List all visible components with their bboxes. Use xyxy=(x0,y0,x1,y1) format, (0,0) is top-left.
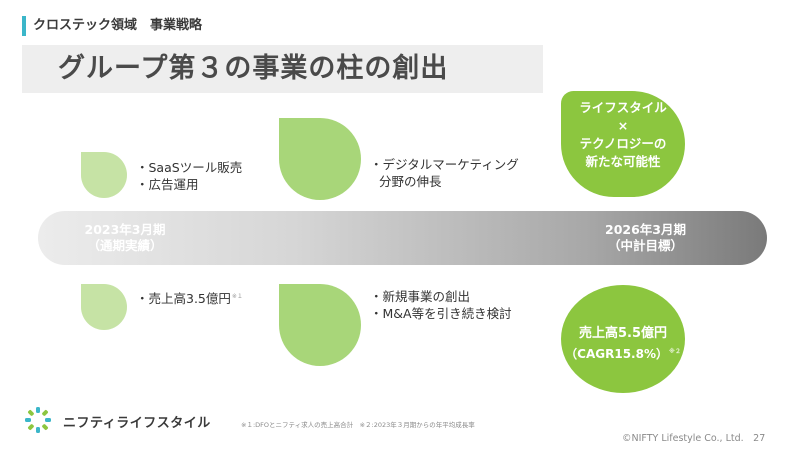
top-item-2: ・デジタルマーケティング 分野の伸長 xyxy=(370,156,519,190)
top-item-2-line-2: 分野の伸長 xyxy=(379,174,442,189)
goal-bottom-line-2: （CAGR15.8%）※２ xyxy=(561,343,685,363)
bottom-item-1: ・売上高3.5億円※１ xyxy=(136,288,243,307)
bottom-item-1-note: ※１ xyxy=(231,293,243,300)
page-title: グループ第３の事業の柱の創出 xyxy=(58,53,449,84)
goal-top-line-2: × xyxy=(617,118,629,133)
logo-text: ニフティライフスタイル xyxy=(63,416,211,431)
leaf-shape-top-small xyxy=(81,152,127,198)
top-item-1-line-1: ・SaaSツール販売 xyxy=(136,160,243,175)
goal-bottom-cagr: （CAGR15.8%） xyxy=(565,347,668,361)
bottom-item-2: ・新規事業の創出 ・M&A等を引き続き検討 xyxy=(370,288,512,322)
timeline-arrow xyxy=(38,211,767,265)
goal-circle-bottom xyxy=(561,285,685,393)
top-item-1-line-2: ・広告運用 xyxy=(136,177,199,192)
goal-top-line-4: 新たな可能性 xyxy=(585,154,661,169)
section-accent-bar xyxy=(22,16,26,36)
bottom-item-2-line-2: ・M&A等を引き続き検討 xyxy=(370,306,512,321)
timeline-start-sub: （通期実績） xyxy=(87,238,163,253)
timeline-end-year: 2026年3月期 xyxy=(605,222,686,237)
goal-bottom-note: ※２ xyxy=(668,348,681,355)
title-background xyxy=(22,45,543,93)
goal-top-line-3: テクノロジーの xyxy=(579,136,667,151)
timeline-end-sub: （中計目標） xyxy=(607,238,683,253)
nifty-logo-icon xyxy=(25,407,51,433)
top-item-1: ・SaaSツール販売 ・広告運用 xyxy=(136,159,242,193)
goal-circle-top xyxy=(561,91,685,197)
footnotes: ※１:DFOとニフティ求人の売上高合計 ※２:2023年３月期からの年平均成長率 xyxy=(241,421,475,429)
section-title: クロステック領域 事業戦略 xyxy=(33,18,203,33)
copyright-page-number: ©NIFTY Lifestyle Co., Ltd. 27 xyxy=(622,433,766,444)
leaf-shape-bottom-small xyxy=(81,284,127,330)
leaf-shape-bottom-medium xyxy=(279,284,361,366)
leaf-shape-top-medium xyxy=(279,118,361,200)
timeline-start-label: 2023年3月期 （通期実績） xyxy=(70,222,180,254)
goal-top-line-1: ライフスタイル xyxy=(579,100,667,115)
timeline-end-label: 2026年3月期 （中計目標） xyxy=(588,222,703,254)
bottom-item-2-line-1: ・新規事業の創出 xyxy=(370,289,471,304)
goal-bottom-text: 売上高5.5億円 （CAGR15.8%）※２ xyxy=(561,325,685,363)
top-item-2-line-1: ・デジタルマーケティング xyxy=(370,157,519,172)
goal-top-text: ライフスタイル × テクノロジーの 新たな可能性 xyxy=(561,99,685,171)
timeline-start-year: 2023年3月期 xyxy=(84,222,166,237)
bottom-item-1-text: ・売上高3.5億円 xyxy=(136,291,231,307)
goal-bottom-line-1: 売上高5.5億円 xyxy=(578,326,668,341)
